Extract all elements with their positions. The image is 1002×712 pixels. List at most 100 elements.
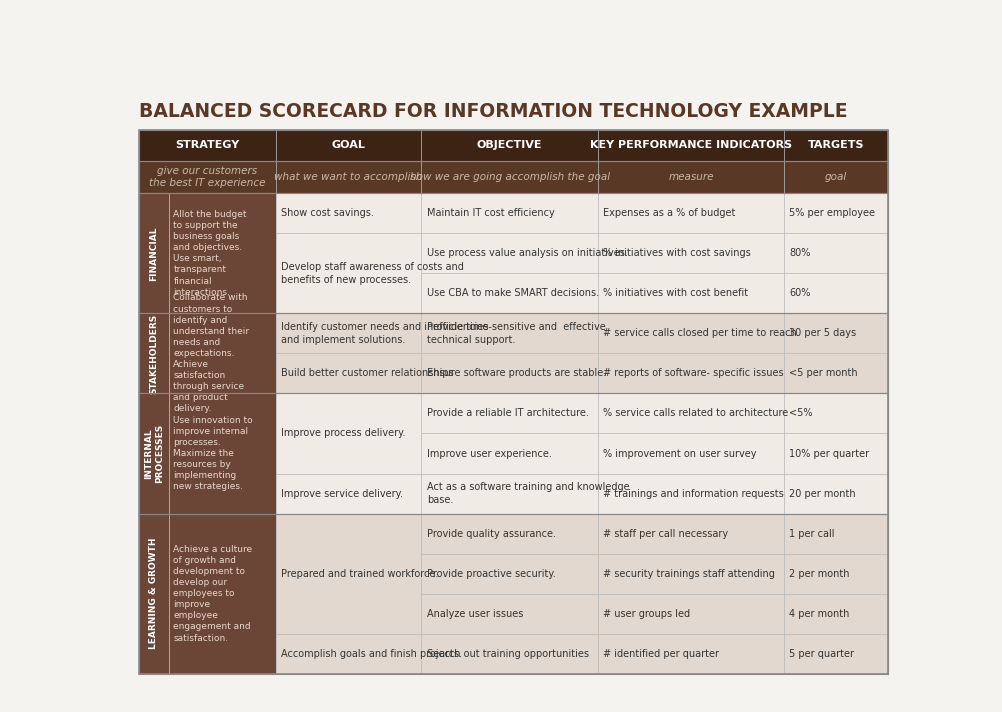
Bar bbox=[784, 193, 888, 234]
Text: Act as a software training and knowledge
base.: Act as a software training and knowledge… bbox=[427, 482, 629, 505]
Bar bbox=[784, 234, 888, 273]
Bar bbox=[276, 513, 421, 634]
Bar bbox=[784, 554, 888, 594]
Text: KEY PERFORMANCE INDICATORS: KEY PERFORMANCE INDICATORS bbox=[590, 140, 792, 150]
Bar bbox=[598, 513, 784, 554]
Bar bbox=[168, 394, 276, 513]
Bar bbox=[598, 313, 784, 353]
Text: Provide a reliable IT architecture.: Provide a reliable IT architecture. bbox=[427, 409, 588, 419]
Bar bbox=[421, 161, 598, 193]
Text: Use innovation to
improve internal
processes.
Maximize the
resources by
implemen: Use innovation to improve internal proce… bbox=[173, 416, 253, 491]
Bar bbox=[598, 634, 784, 674]
Text: <5 per month: <5 per month bbox=[790, 368, 858, 378]
Text: GOAL: GOAL bbox=[332, 140, 366, 150]
Bar bbox=[421, 434, 598, 473]
Text: Provide proactive security.: Provide proactive security. bbox=[427, 569, 555, 579]
Text: 10% per quarter: 10% per quarter bbox=[790, 449, 870, 459]
Bar bbox=[139, 394, 168, 513]
Text: STAKEHOLDERS: STAKEHOLDERS bbox=[149, 313, 158, 394]
Bar bbox=[784, 394, 888, 434]
Text: # user groups led: # user groups led bbox=[603, 609, 690, 619]
Bar bbox=[784, 273, 888, 313]
Text: 60%: 60% bbox=[790, 288, 811, 298]
Bar bbox=[598, 594, 784, 634]
Text: # trainings and information requests: # trainings and information requests bbox=[603, 488, 785, 498]
Bar bbox=[421, 193, 598, 234]
Bar bbox=[421, 394, 598, 434]
Bar bbox=[276, 234, 421, 313]
Text: 2 per month: 2 per month bbox=[790, 569, 850, 579]
Bar bbox=[598, 353, 784, 394]
Text: Provide quality assurance.: Provide quality assurance. bbox=[427, 528, 556, 538]
Text: 5% per employee: 5% per employee bbox=[790, 209, 876, 219]
Bar bbox=[421, 273, 598, 313]
Text: Improve process delivery.: Improve process delivery. bbox=[281, 429, 406, 439]
Bar bbox=[139, 161, 888, 193]
Bar bbox=[421, 554, 598, 594]
Text: Build better customer relationships: Build better customer relationships bbox=[281, 368, 454, 378]
Text: 80%: 80% bbox=[790, 248, 811, 258]
Text: Expenses as a % of budget: Expenses as a % of budget bbox=[603, 209, 735, 219]
Bar bbox=[784, 353, 888, 394]
Bar bbox=[139, 394, 888, 513]
Bar bbox=[276, 130, 421, 161]
Bar bbox=[598, 161, 784, 193]
Bar bbox=[139, 130, 276, 161]
Text: # security trainings staff attending: # security trainings staff attending bbox=[603, 569, 776, 579]
Text: # identified per quarter: # identified per quarter bbox=[603, 649, 719, 659]
Bar bbox=[784, 434, 888, 473]
Bar bbox=[139, 513, 888, 674]
Bar bbox=[421, 313, 598, 353]
Text: Collaborate with
customers to
identify and
understand their
needs and
expectatio: Collaborate with customers to identify a… bbox=[173, 293, 249, 414]
Text: BALANCED SCORECARD FOR INFORMATION TECHNOLOGY EXAMPLE: BALANCED SCORECARD FOR INFORMATION TECHN… bbox=[139, 103, 848, 121]
Text: Provide time-sensitive and  effective
technical support.: Provide time-sensitive and effective tec… bbox=[427, 323, 605, 345]
Text: Show cost savings.: Show cost savings. bbox=[281, 209, 374, 219]
Bar bbox=[421, 634, 598, 674]
Bar bbox=[168, 193, 276, 313]
Bar bbox=[168, 513, 276, 674]
Bar bbox=[139, 513, 168, 674]
Bar bbox=[168, 313, 276, 394]
Text: <5%: <5% bbox=[790, 409, 813, 419]
Bar bbox=[784, 313, 888, 353]
Text: Maintain IT cost efficiency: Maintain IT cost efficiency bbox=[427, 209, 554, 219]
Bar bbox=[276, 193, 421, 234]
Bar bbox=[276, 473, 421, 513]
Bar bbox=[784, 473, 888, 513]
Bar bbox=[139, 193, 888, 313]
Bar bbox=[598, 234, 784, 273]
Text: % initiatives with cost benefit: % initiatives with cost benefit bbox=[603, 288, 748, 298]
Text: INTERNAL
PROCESSES: INTERNAL PROCESSES bbox=[144, 424, 164, 483]
Text: % initiatives with cost savings: % initiatives with cost savings bbox=[603, 248, 752, 258]
Bar bbox=[421, 130, 598, 161]
Text: Identify customer needs and inefficiencies
and implement solutions.: Identify customer needs and inefficienci… bbox=[281, 323, 488, 345]
Bar bbox=[421, 513, 598, 554]
Bar bbox=[421, 594, 598, 634]
Bar bbox=[598, 554, 784, 594]
Text: 30 per 5 days: 30 per 5 days bbox=[790, 328, 857, 338]
Bar bbox=[276, 161, 421, 193]
Bar bbox=[276, 394, 421, 473]
Text: 20 per month: 20 per month bbox=[790, 488, 856, 498]
Text: Improve user experience.: Improve user experience. bbox=[427, 449, 551, 459]
Bar bbox=[276, 313, 421, 353]
Bar bbox=[598, 434, 784, 473]
Text: Ensure software products are stable.: Ensure software products are stable. bbox=[427, 368, 606, 378]
Bar bbox=[421, 353, 598, 394]
Text: Analyze user issues: Analyze user issues bbox=[427, 609, 523, 619]
Text: STRATEGY: STRATEGY bbox=[175, 140, 239, 150]
Text: Allot the budget
to support the
business goals
and objectives.
Use smart,
transp: Allot the budget to support the business… bbox=[173, 210, 246, 297]
Bar bbox=[784, 161, 888, 193]
Text: Use process value analysis on initiatives.: Use process value analysis on initiative… bbox=[427, 248, 627, 258]
Text: Develop staff awareness of costs and
benefits of new processes.: Develop staff awareness of costs and ben… bbox=[281, 262, 464, 285]
Bar bbox=[421, 234, 598, 273]
Bar bbox=[784, 130, 888, 161]
Bar bbox=[139, 313, 168, 394]
Text: # reports of software- specific issues: # reports of software- specific issues bbox=[603, 368, 784, 378]
Bar bbox=[598, 130, 784, 161]
Bar bbox=[139, 161, 276, 193]
Text: % improvement on user survey: % improvement on user survey bbox=[603, 449, 757, 459]
Text: Search out training opportunities: Search out training opportunities bbox=[427, 649, 589, 659]
Bar bbox=[139, 130, 888, 161]
Text: what we want to accomplish: what we want to accomplish bbox=[275, 172, 423, 182]
